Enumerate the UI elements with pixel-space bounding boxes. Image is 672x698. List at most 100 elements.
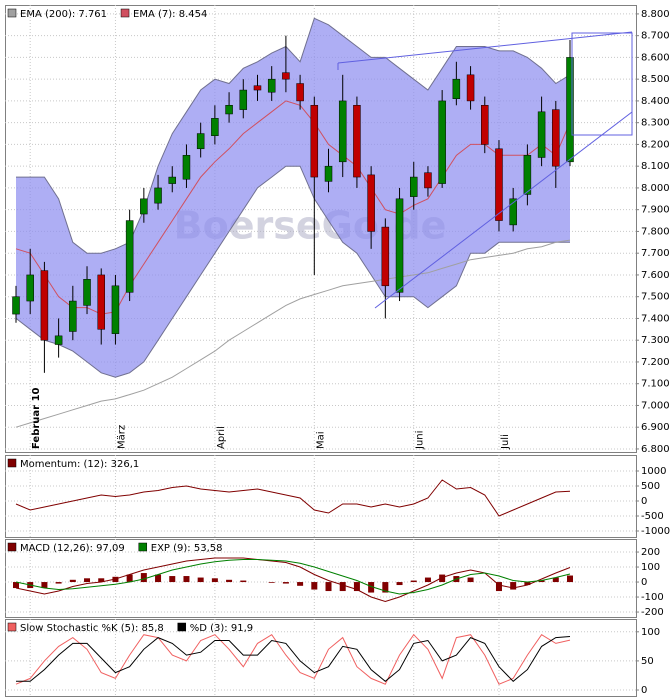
candle-body xyxy=(40,270,49,341)
candle-body xyxy=(168,176,177,184)
candle-body xyxy=(523,155,532,195)
histogram-bar xyxy=(396,582,403,586)
x-tick-label: Juli xyxy=(500,434,511,450)
histogram-bar xyxy=(41,582,48,589)
bollinger-band xyxy=(16,18,570,378)
indicator-line xyxy=(15,633,571,685)
histogram-bar xyxy=(197,577,204,583)
candle-body xyxy=(509,198,517,226)
candle-body xyxy=(566,57,574,163)
y-tick-label: 6.800 xyxy=(641,444,670,455)
candle-body xyxy=(395,198,404,293)
candle-body xyxy=(338,100,347,163)
legend-label: Slow Stochastic %K (5): 85,8 xyxy=(20,623,164,634)
histogram-bar xyxy=(268,582,275,583)
legend-label: EMA (7): 8.454 xyxy=(133,9,207,20)
histogram-bar xyxy=(240,580,247,583)
histogram-bar xyxy=(567,575,573,583)
legend-label: %D (3): 91,9 xyxy=(190,623,253,634)
indicator-line xyxy=(15,559,571,595)
x-tick-label: Februar 10 xyxy=(31,387,42,449)
y-tick-label: 7.800 xyxy=(641,226,670,237)
x-tick-label: Juni xyxy=(415,431,426,450)
y-tick-label: 7.500 xyxy=(641,292,670,303)
candle-body xyxy=(253,85,262,91)
histogram-bar xyxy=(510,582,517,590)
y-tick-label: 7.100 xyxy=(641,379,670,390)
histogram-bar xyxy=(552,577,559,583)
candle-body xyxy=(324,165,333,182)
histogram-bar xyxy=(467,577,474,583)
legend-swatch xyxy=(138,542,148,552)
histogram-bar xyxy=(311,582,318,590)
legend-swatch xyxy=(7,622,17,632)
candle-body xyxy=(381,226,390,287)
panel-frames xyxy=(5,5,637,697)
histogram-bar xyxy=(169,576,176,583)
candle-body xyxy=(239,89,248,110)
histogram-bar xyxy=(439,574,446,583)
legend-swatch xyxy=(120,8,130,18)
histogram-bar xyxy=(126,574,133,583)
candle-body xyxy=(552,109,560,167)
legend-swatch xyxy=(7,8,17,18)
candle-body xyxy=(111,285,120,334)
x-tick-label: April xyxy=(216,426,227,449)
histogram-bar xyxy=(282,582,289,584)
histogram-bar xyxy=(325,582,332,592)
candle-body xyxy=(367,174,375,232)
candle-body xyxy=(438,100,446,184)
band-lower xyxy=(15,165,570,378)
candle-body xyxy=(267,78,276,93)
histogram-bar xyxy=(55,582,62,584)
y-tick-label: 7.200 xyxy=(641,357,670,368)
legend-swatch xyxy=(7,542,17,552)
histogram-bar xyxy=(353,582,360,592)
candle-body xyxy=(140,198,148,215)
indicator-line xyxy=(15,557,571,603)
candle-body xyxy=(495,148,503,221)
candle-body xyxy=(211,118,219,136)
y-tick-label: 8.800 xyxy=(641,9,670,20)
y-tick-label: 8.700 xyxy=(641,31,670,42)
candle-body xyxy=(225,105,233,115)
candle-body xyxy=(452,78,461,100)
main-frame xyxy=(5,5,637,453)
band-upper xyxy=(16,17,571,254)
histogram-bar xyxy=(13,582,19,589)
candle-body xyxy=(409,176,418,197)
y-tick-label: 8.100 xyxy=(641,161,670,172)
y-tick-label: 50 xyxy=(641,656,654,667)
y-tick-label: 0 xyxy=(641,685,647,696)
histogram-bar xyxy=(155,574,162,583)
histogram-bar xyxy=(538,580,545,583)
histogram-bar xyxy=(69,579,76,583)
histogram-bar xyxy=(84,578,91,583)
y-tick-label: 8.500 xyxy=(641,74,670,85)
ema-line xyxy=(15,100,571,315)
y-tick-label: 7.600 xyxy=(641,270,670,281)
trend-box xyxy=(571,32,633,136)
histogram-bar xyxy=(297,582,304,586)
trend-line xyxy=(374,111,633,309)
histogram-bar xyxy=(368,582,375,593)
candle-body xyxy=(466,74,475,102)
y-tick-label: 200 xyxy=(641,547,660,558)
candle-body xyxy=(537,111,546,158)
histogram-bar xyxy=(226,579,233,583)
histogram-bar xyxy=(339,582,346,592)
candle-body xyxy=(424,172,432,189)
histogram-bar xyxy=(183,576,190,583)
momentum-frame xyxy=(5,455,637,538)
candle-body xyxy=(97,274,105,330)
y-tick-label: 500 xyxy=(641,481,660,492)
histogram-bar xyxy=(410,580,417,583)
histogram-bar xyxy=(524,582,531,586)
x-tick-label: März xyxy=(116,425,127,449)
y-tick-label: -100 xyxy=(641,592,664,603)
candle-body xyxy=(125,220,134,293)
y-tick-label: 100 xyxy=(641,562,660,573)
histogram-bar xyxy=(98,578,105,583)
y-tick-label: 0 xyxy=(641,577,647,588)
